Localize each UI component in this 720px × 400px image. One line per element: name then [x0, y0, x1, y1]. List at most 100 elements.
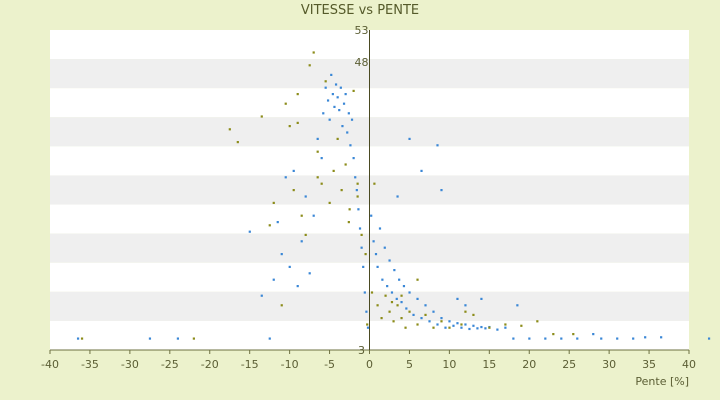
- data-point: [432, 326, 435, 329]
- data-point: [346, 131, 349, 134]
- x-tick-label: 25: [562, 358, 576, 371]
- x-tick-label: -40: [41, 358, 59, 371]
- data-point: [349, 144, 352, 147]
- data-point: [412, 313, 415, 316]
- data-point: [363, 291, 366, 294]
- data-point: [390, 291, 394, 294]
- data-point: [396, 195, 399, 198]
- data-point: [336, 96, 339, 99]
- data-point: [338, 109, 341, 112]
- data-point: [378, 227, 382, 230]
- data-point: [436, 323, 439, 326]
- data-point: [355, 189, 358, 192]
- data-point: [284, 102, 287, 105]
- data-point: [405, 307, 408, 310]
- data-point: [520, 324, 523, 327]
- y-tick-label: 53: [355, 24, 369, 37]
- data-point: [268, 224, 271, 227]
- data-point: [560, 337, 563, 340]
- data-point: [304, 233, 307, 236]
- data-point: [488, 326, 491, 329]
- data-point: [347, 221, 350, 224]
- data-point: [464, 304, 467, 307]
- x-tick-label: -5: [324, 358, 335, 371]
- data-point: [424, 313, 427, 316]
- data-point: [304, 195, 307, 198]
- data-point: [148, 337, 152, 340]
- axes: -40 -35 -30 -25 -20 -15 -10 -5 0 5 10 15 20 25 30 35 40 5…: [41, 24, 696, 371]
- data-point: [260, 294, 263, 297]
- x-tick-label: 10: [442, 358, 456, 371]
- data-point: [400, 294, 403, 297]
- x-tick-label: 20: [522, 358, 536, 371]
- data-point: [334, 83, 338, 86]
- data-point: [373, 182, 376, 185]
- data-point: [260, 115, 263, 118]
- data-point: [316, 176, 319, 179]
- data-point: [452, 324, 455, 327]
- data-point: [332, 169, 335, 172]
- data-point: [460, 326, 463, 329]
- data-point: [400, 317, 403, 320]
- data-point: [272, 278, 275, 281]
- data-point: [288, 265, 291, 268]
- data-point: [328, 118, 331, 121]
- data-point: [340, 189, 343, 192]
- data-point: [408, 291, 411, 294]
- data-point: [366, 323, 369, 326]
- data-point: [356, 182, 359, 185]
- data-point: [476, 327, 479, 330]
- data-point: [396, 304, 399, 307]
- data-point: [552, 333, 555, 336]
- data-point: [320, 182, 323, 185]
- data-point: [316, 137, 319, 140]
- data-point: [350, 118, 354, 121]
- data-point: [388, 310, 391, 313]
- data-point: [386, 285, 389, 288]
- data-point: [707, 337, 711, 340]
- data-point: [420, 317, 423, 320]
- data-point: [393, 269, 396, 272]
- data-point: [416, 278, 419, 281]
- data-point: [236, 141, 239, 144]
- data-point: [330, 73, 333, 76]
- data-point: [440, 189, 443, 192]
- data-point: [374, 253, 378, 256]
- data-point: [404, 326, 407, 329]
- data-point: [388, 259, 391, 262]
- data-point: [464, 310, 467, 313]
- data-point: [296, 93, 299, 96]
- data-point: [358, 227, 362, 230]
- data-point: [384, 294, 387, 297]
- data-point: [370, 291, 374, 294]
- y-tick-label: 3: [358, 344, 365, 357]
- data-point: [468, 327, 471, 331]
- data-point: [440, 317, 443, 320]
- y-tick-label: 48: [355, 56, 369, 69]
- data-point: [616, 337, 619, 340]
- data-point: [320, 157, 323, 160]
- data-point: [572, 333, 575, 336]
- data-point: [80, 337, 84, 340]
- x-tick-label: -10: [281, 358, 299, 371]
- x-tick-label: -30: [121, 358, 139, 371]
- data-point: [383, 246, 386, 249]
- data-point: [600, 337, 603, 340]
- data-point: [312, 51, 315, 54]
- data-point: [312, 214, 315, 217]
- data-point: [342, 102, 346, 105]
- data-point: [536, 320, 539, 323]
- data-point: [416, 323, 419, 326]
- x-axis-label: Pente [%]: [635, 375, 689, 388]
- data-point: [339, 86, 342, 89]
- data-point: [308, 272, 311, 275]
- data-point: [512, 337, 515, 340]
- x-tick-label: -15: [241, 358, 259, 371]
- data-point: [192, 337, 195, 340]
- data-point: [292, 189, 295, 192]
- data-point: [472, 324, 475, 327]
- data-point: [344, 93, 347, 96]
- data-point: [360, 233, 363, 236]
- data-point: [248, 230, 251, 233]
- data-point: [331, 93, 334, 96]
